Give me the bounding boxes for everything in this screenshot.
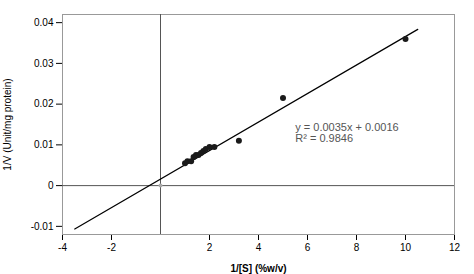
svg-text:y = 0.0035x + 0.0016R² = 0.984: y = 0.0035x + 0.0016R² = 0.9846 bbox=[295, 121, 398, 144]
svg-text:0.01: 0.01 bbox=[34, 139, 54, 150]
svg-text:1/V (Unit/mg protein): 1/V (Unit/mg protein) bbox=[2, 78, 13, 170]
svg-text:-2: -2 bbox=[107, 242, 116, 253]
svg-text:0.04: 0.04 bbox=[34, 17, 54, 28]
svg-text:8: 8 bbox=[354, 242, 360, 253]
svg-text:0: 0 bbox=[48, 180, 54, 191]
svg-text:1/[S] (%w/v): 1/[S] (%w/v) bbox=[230, 263, 286, 274]
svg-text:0.03: 0.03 bbox=[34, 58, 54, 69]
svg-text:10: 10 bbox=[400, 242, 412, 253]
svg-text:2: 2 bbox=[207, 242, 213, 253]
svg-text:-0.01: -0.01 bbox=[31, 221, 54, 232]
svg-text:4: 4 bbox=[256, 242, 262, 253]
svg-text:6: 6 bbox=[305, 242, 311, 253]
svg-text:0.02: 0.02 bbox=[34, 98, 54, 109]
svg-text:12: 12 bbox=[449, 242, 461, 253]
svg-text:-4: -4 bbox=[58, 242, 67, 253]
